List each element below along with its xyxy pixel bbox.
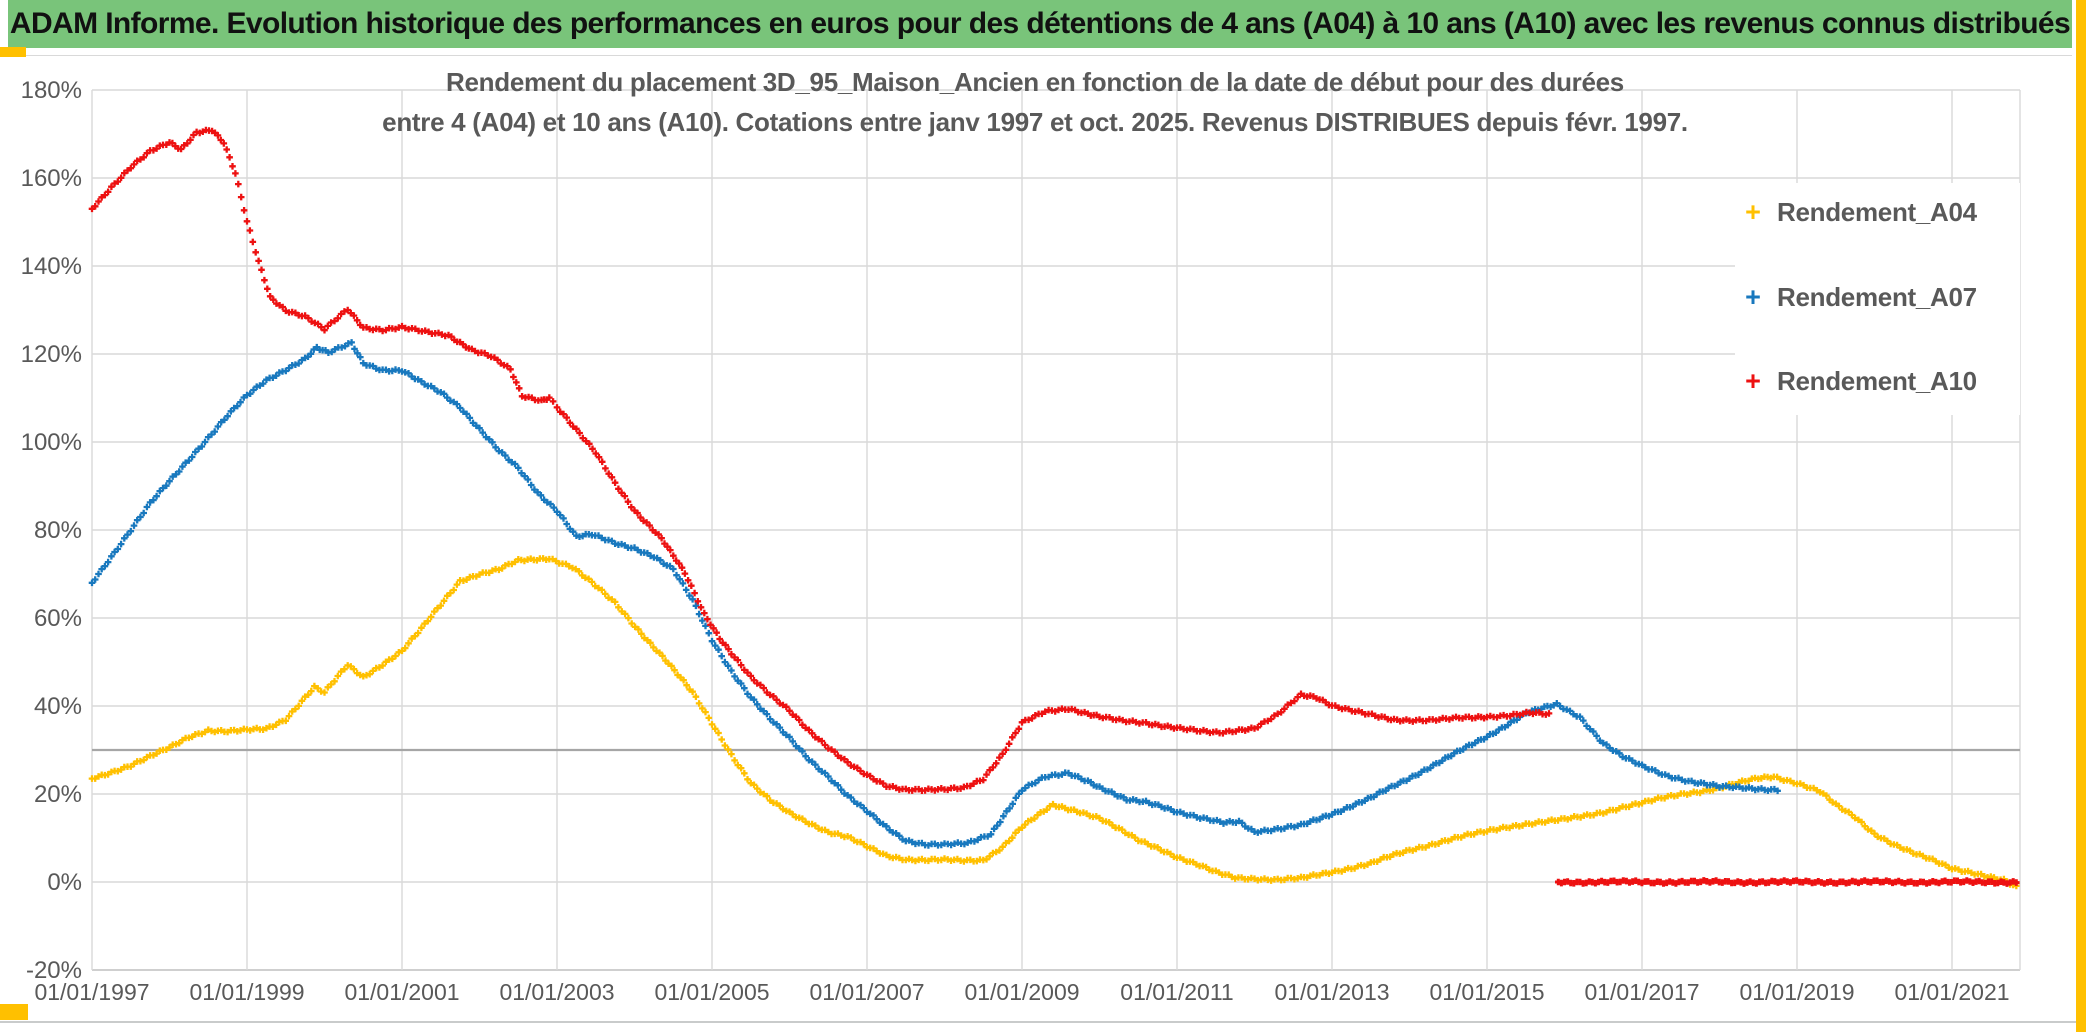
svg-text:01/01/2013: 01/01/2013 bbox=[1274, 979, 1389, 1005]
svg-text:140%: 140% bbox=[21, 253, 82, 280]
chart-title: Rendement du placement 3D_95_Maison_Anci… bbox=[382, 62, 1688, 142]
plus-marker-icon: + bbox=[1745, 366, 1761, 396]
svg-text:01/01/2017: 01/01/2017 bbox=[1584, 979, 1699, 1005]
svg-text:01/01/1997: 01/01/1997 bbox=[34, 979, 149, 1005]
legend-label: Rendement_A04 bbox=[1777, 197, 1977, 227]
svg-text:01/01/2015: 01/01/2015 bbox=[1429, 979, 1544, 1005]
legend-item-a04: + Rendement_A04 bbox=[1743, 197, 2020, 228]
svg-text:-20%: -20% bbox=[26, 957, 82, 984]
svg-text:0%: 0% bbox=[47, 869, 82, 896]
svg-text:160%: 160% bbox=[21, 165, 82, 192]
svg-text:01/01/2003: 01/01/2003 bbox=[499, 979, 614, 1005]
gold-frame-corner bbox=[0, 47, 26, 57]
gold-frame-right bbox=[2076, 0, 2086, 1032]
svg-text:01/01/2021: 01/01/2021 bbox=[1894, 979, 2009, 1005]
legend-label: Rendement_A07 bbox=[1777, 281, 1977, 312]
report-title-bar: ADAM Informe. Evolution historique des p… bbox=[8, 0, 2072, 48]
svg-text:180%: 180% bbox=[21, 77, 82, 104]
svg-text:01/01/2009: 01/01/2009 bbox=[964, 979, 1079, 1005]
legend-item-a07: + Rendement_A07 bbox=[1743, 282, 2020, 313]
svg-text:100%: 100% bbox=[21, 429, 82, 456]
chart-title-line-1: Rendement du placement 3D_95_Maison_Anci… bbox=[446, 67, 1624, 97]
svg-text:40%: 40% bbox=[34, 693, 82, 720]
svg-text:01/01/2011: 01/01/2011 bbox=[1120, 979, 1233, 1005]
svg-text:120%: 120% bbox=[21, 341, 82, 368]
divider bbox=[8, 55, 2072, 56]
svg-text:01/01/2019: 01/01/2019 bbox=[1739, 979, 1854, 1005]
svg-text:01/01/2005: 01/01/2005 bbox=[654, 979, 769, 1005]
plus-marker-icon: + bbox=[1745, 197, 1761, 227]
svg-text:60%: 60% bbox=[34, 605, 82, 632]
chart-legend: + Rendement_A04 + Rendement_A07 + Rendem… bbox=[1735, 183, 2020, 415]
svg-text:80%: 80% bbox=[34, 517, 82, 544]
legend-item-a10: + Rendement_A10 bbox=[1743, 366, 2020, 397]
svg-text:01/01/2001: 01/01/2001 bbox=[344, 979, 459, 1005]
divider bbox=[0, 1021, 2086, 1023]
legend-label: Rendement_A10 bbox=[1777, 366, 1977, 396]
svg-text:01/01/1999: 01/01/1999 bbox=[189, 979, 304, 1005]
svg-text:20%: 20% bbox=[34, 781, 82, 808]
gold-frame-corner bbox=[0, 1004, 28, 1020]
chart-title-line-2: entre 4 (A04) et 10 ans (A10). Cotations… bbox=[382, 107, 1688, 137]
plus-marker-icon: + bbox=[1745, 281, 1761, 312]
svg-text:01/01/2007: 01/01/2007 bbox=[809, 979, 924, 1005]
